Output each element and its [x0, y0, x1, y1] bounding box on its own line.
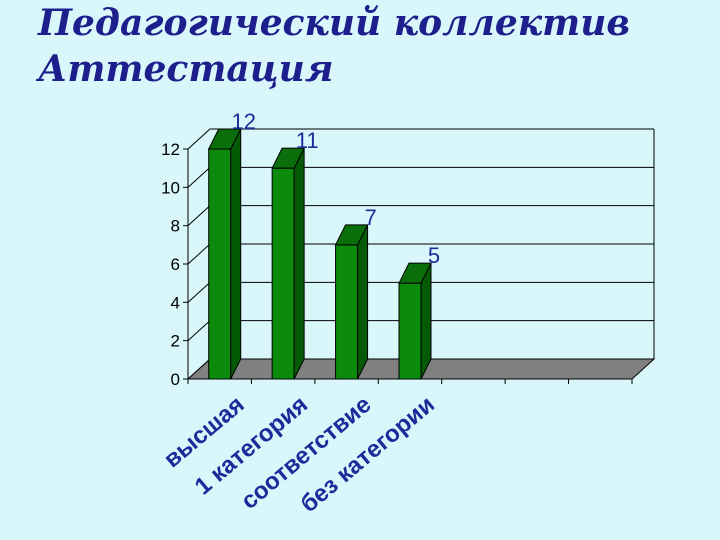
bar-side — [230, 128, 242, 380]
bar-front — [398, 282, 422, 380]
bar-top — [207, 128, 242, 150]
title-line-1: Педагогический коллектив — [38, 2, 631, 44]
bar-sootvetstvie — [334, 224, 369, 380]
side-gridline — [187, 281, 211, 303]
side-gridline — [187, 166, 211, 188]
bar-top — [271, 147, 305, 169]
bar-side — [293, 147, 305, 380]
slide-title: Педагогический коллектив Аттестация — [38, 0, 630, 92]
bar-side — [357, 224, 369, 380]
data-label: 7 — [364, 205, 376, 230]
side-gridline — [187, 205, 211, 227]
bar-front — [271, 167, 295, 380]
bar-front — [335, 244, 359, 380]
bar-top — [334, 224, 369, 246]
y-tick-label: 12 — [161, 140, 180, 159]
bar-front — [208, 148, 232, 380]
y-tick-label: 4 — [171, 293, 180, 312]
bar-top — [398, 262, 432, 284]
y-tick-label: 6 — [171, 255, 180, 274]
bar-1-kategoriya — [271, 147, 305, 380]
side-gridline — [187, 243, 211, 265]
bar-vysshaya — [207, 128, 242, 380]
title-line-2: Аттестация — [38, 48, 334, 90]
y-tick-label: 0 — [171, 370, 180, 389]
y-tick-label: 10 — [161, 178, 180, 197]
bar-bez-kategorii — [398, 262, 432, 380]
data-label: 11 — [296, 128, 319, 153]
data-label: 12 — [231, 109, 255, 134]
side-gridline — [187, 320, 211, 342]
data-label: 5 — [428, 243, 440, 268]
y-tick-label: 8 — [171, 217, 180, 236]
side-gridline — [187, 128, 211, 150]
y-tick-label: 2 — [171, 332, 180, 351]
